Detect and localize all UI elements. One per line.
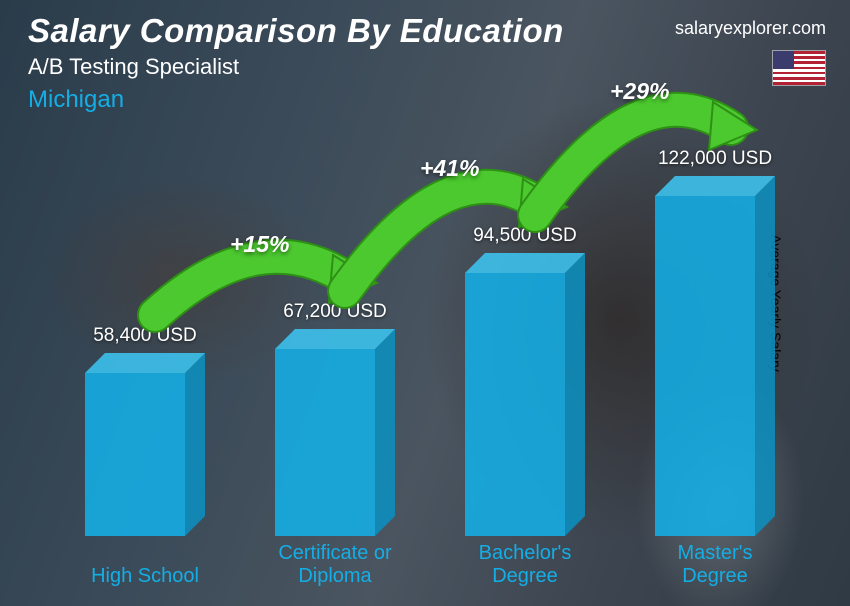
- us-flag-icon: [772, 50, 826, 86]
- bar-category-label: Certificate orDiploma: [278, 542, 391, 588]
- bar-category-label: Master'sDegree: [678, 542, 753, 588]
- bar-value-label: 67,200 USD: [283, 301, 387, 323]
- page-subtitle: A/B Testing Specialist: [28, 54, 830, 80]
- bar-value-label: 94,500 USD: [473, 225, 577, 247]
- bar-category-label: High School: [91, 565, 199, 588]
- increase-pct-label: +15%: [230, 231, 289, 258]
- bar-value-label: 58,400 USD: [93, 325, 197, 347]
- increase-pct-label: +41%: [420, 155, 479, 182]
- bar-chart: 58,400 USD High School 67,200 USD Certifica…: [40, 108, 800, 588]
- bar-value-label: 122,000 USD: [658, 148, 772, 170]
- bar-category-label: Bachelor'sDegree: [479, 542, 572, 588]
- brand-label: salaryexplorer.com: [675, 18, 826, 39]
